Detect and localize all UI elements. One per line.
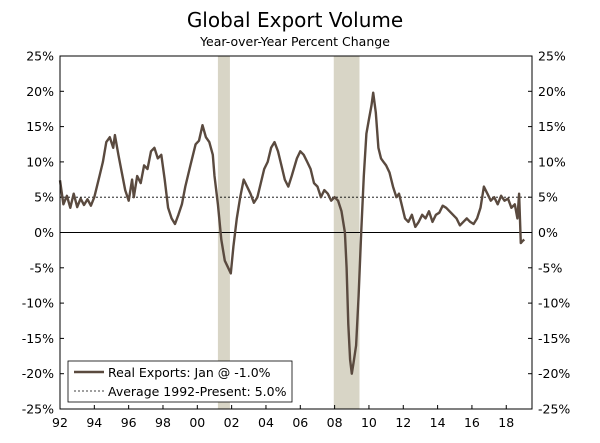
y-tick-label-left: -5% — [30, 260, 54, 275]
y-tick-label-right: -25% — [538, 402, 570, 417]
y-tick-label-right: 20% — [538, 84, 566, 99]
y-tick-label-right: -5% — [538, 260, 562, 275]
x-tick-label: 02 — [224, 415, 240, 430]
y-tick-label-left: -20% — [22, 366, 54, 381]
y-tick-label-right: 5% — [538, 190, 558, 205]
x-tick-label: 14 — [430, 415, 446, 430]
y-tick-label-left: 25% — [26, 49, 54, 64]
x-tick-label: 16 — [464, 415, 480, 430]
chart-title: Global Export Volume — [187, 8, 403, 32]
y-tick-label-left: 15% — [26, 119, 54, 134]
x-tick-label: 10 — [361, 415, 377, 430]
y-tick-label-right: -15% — [538, 331, 570, 346]
x-tick-label: 94 — [86, 415, 102, 430]
x-tick-label: 00 — [189, 415, 205, 430]
y-tick-label-right: 0% — [538, 225, 558, 240]
y-tick-label-left: 20% — [26, 84, 54, 99]
chart-subtitle: Year-over-Year Percent Change — [199, 34, 390, 49]
y-tick-label-right: 10% — [538, 154, 566, 169]
y-tick-label-left: 5% — [34, 190, 54, 205]
y-tick-label-left: 10% — [26, 154, 54, 169]
y-tick-label-left: 0% — [34, 225, 54, 240]
plot-frame — [59, 55, 533, 410]
legend-label-series: Real Exports: Jan @ -1.0% — [108, 365, 271, 380]
y-tick-label-left: -25% — [22, 402, 54, 417]
x-tick-label: 96 — [121, 415, 137, 430]
x-tick-label: 18 — [498, 415, 514, 430]
legend-label-average: Average 1992-Present: 5.0% — [108, 384, 287, 399]
x-tick-label: 12 — [395, 415, 411, 430]
y-tick-label-left: -10% — [22, 296, 54, 311]
y-tick-label-right: -10% — [538, 296, 570, 311]
x-tick-label: 04 — [258, 415, 274, 430]
legend: Real Exports: Jan @ -1.0% Average 1992-P… — [67, 360, 293, 403]
x-tick-label: 08 — [327, 415, 343, 430]
x-tick-label: 92 — [52, 415, 68, 430]
x-tick-label: 98 — [155, 415, 171, 430]
x-axis: 92 94 96 98 00 02 04 06 08 10 12 14 16 18 — [52, 405, 514, 430]
legend-box — [67, 360, 293, 403]
y-axis-left: 25% 20% 15% 10% 5% 0% -5% -10% -15% -20% -25% — [22, 49, 64, 417]
x-tick-label: 06 — [292, 415, 308, 430]
y-tick-label-right: 15% — [538, 119, 566, 134]
y-tick-label-right: -20% — [538, 366, 570, 381]
y-tick-label-right: 25% — [538, 49, 566, 64]
y-axis-right: 25% 20% 15% 10% 5% 0% -5% -10% -15% -20% -25% — [528, 49, 570, 417]
series-line-real-exports — [58, 91, 526, 375]
y-tick-label-left: -15% — [22, 331, 54, 346]
